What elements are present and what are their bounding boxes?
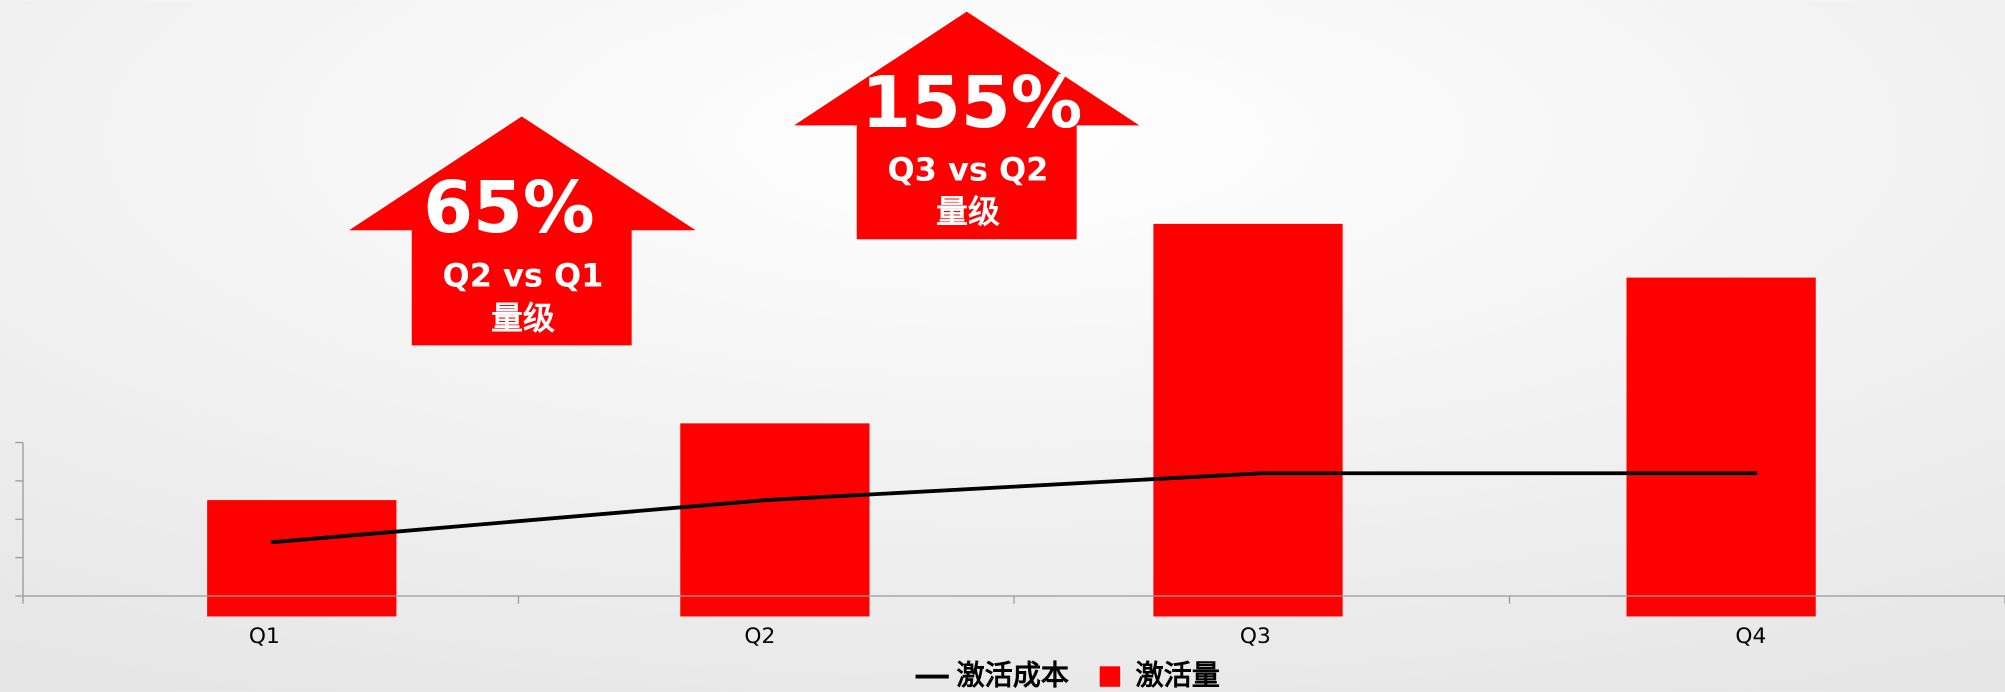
x-tick-label: Q2 bbox=[744, 624, 775, 649]
line bbox=[270, 471, 1758, 545]
bar bbox=[1626, 277, 1816, 617]
annotation-unit: 量级 bbox=[936, 193, 1000, 231]
legend-label: 激活量 bbox=[1135, 659, 1219, 692]
legend-swatch bbox=[1099, 666, 1121, 687]
arrow bbox=[349, 116, 696, 346]
plot-area: Q1 Q2 Q3 Q4 激活成本 激活量 bbox=[15, 223, 2005, 692]
annotation-text: Q3 vs Q2 bbox=[888, 150, 1049, 188]
x-tick-label: Q4 bbox=[1735, 624, 1766, 649]
annotation-value: 65% bbox=[423, 166, 594, 249]
annotation-unit: 量级 bbox=[491, 299, 555, 337]
bar bbox=[207, 500, 397, 617]
annotation-value: 155% bbox=[861, 61, 1082, 144]
annotation-text: Q2 vs Q1 bbox=[443, 257, 604, 295]
legend-label: 激活成本 bbox=[956, 659, 1069, 692]
bar bbox=[680, 423, 870, 617]
x-tick-label: Q3 bbox=[1240, 624, 1271, 649]
bar bbox=[1153, 223, 1343, 617]
x-tick-label: Q1 bbox=[249, 624, 280, 649]
